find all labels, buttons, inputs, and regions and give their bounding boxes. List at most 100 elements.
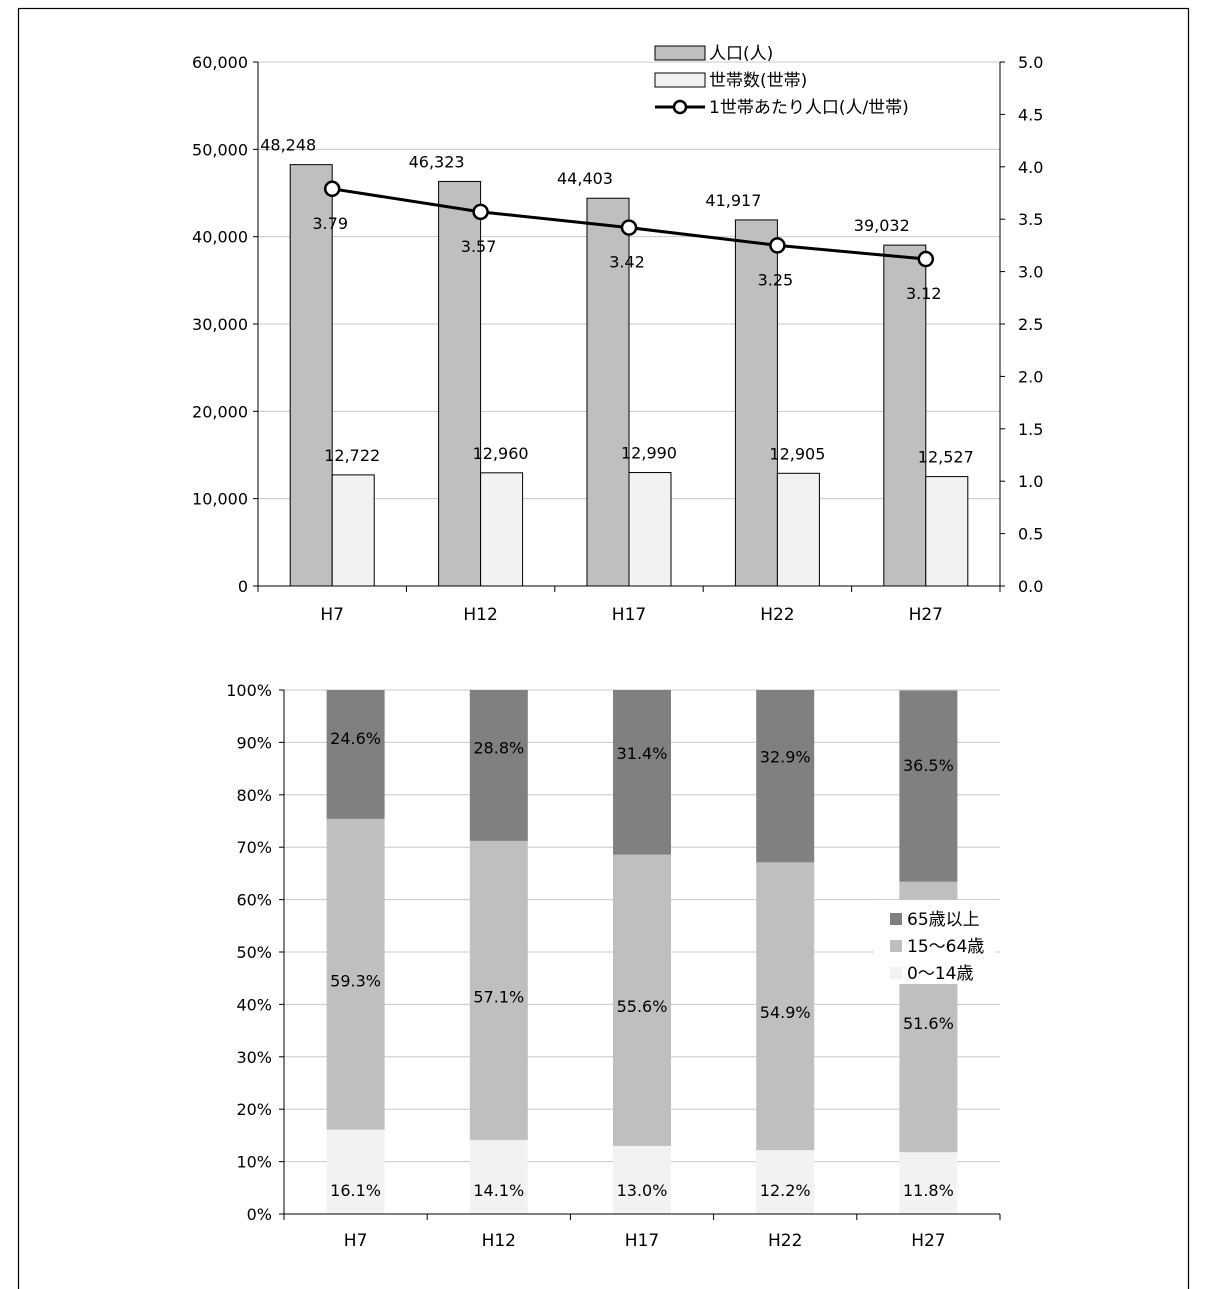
y-axis-tick-label: 20% [236,1100,272,1119]
age-65-plus-data-label: 32.9% [760,747,811,766]
population-data-label: 46,323 [409,152,465,171]
age-composition-chart: 16.1% 59.3% 24.6% 14.1% 57.1% 28.8% 13.0% 55.6%… [226,681,1001,1251]
persons-per-household-point [917,250,935,268]
population-data-label: 44,403 [557,169,613,188]
y-axis-tick-label: 10% [236,1153,272,1172]
age-65-plus-data-label: 31.4% [617,744,668,763]
age-65-plus-segment [899,690,958,882]
x-axis-tick-label: H17 [625,1231,659,1251]
age-0-14-data-label: 16.1% [330,1181,381,1200]
household-bar [925,476,969,587]
age-0-14-segment [469,1140,528,1214]
population-data-label: 48,248 [260,136,316,155]
y-axis-tick-label: 40% [236,995,272,1014]
right-axis-tick-label: 5.0 [1018,53,1043,72]
household-data-label: 12,527 [918,448,974,467]
x-axis-tick-label: H22 [760,605,794,625]
age-65-plus-segment [469,690,528,841]
right-axis-tick-label: 1.5 [1018,420,1043,439]
persons-per-household-point [620,219,638,236]
population-data-label: 39,032 [854,216,910,235]
age-15-64-data-label: 57.1% [473,988,524,1007]
y-axis-tick-label: 30% [236,1048,272,1067]
age-0-14-segment [756,1150,815,1214]
right-axis-tick-label: 3.5 [1018,210,1043,229]
age-0-14-data-label: 12.2% [760,1181,811,1200]
age-65-plus-segment [613,690,671,855]
household-bar [776,472,820,587]
right-axis-tick-label: 2.0 [1018,367,1043,386]
age-0-14-segment [613,1145,671,1214]
age-65-plus-segment [326,690,385,819]
population-bar [289,164,333,587]
household-data-label: 12,722 [324,446,380,465]
y-axis-tick-label: 0% [247,1205,272,1224]
population-bar [586,197,630,587]
right-axis-tick-label: 2.5 [1018,315,1043,334]
persons-per-household-point [323,180,341,198]
legend-age-0-14-label: 0〜14歳 [907,964,973,984]
y-axis-tick-label: 60% [236,891,272,910]
persons-per-household-data-label: 3.57 [461,237,497,256]
age-0-14-segment [326,1129,385,1214]
y-axis-tick-label: 80% [236,786,272,805]
age-0-14-segment [899,1152,958,1214]
x-axis-tick-label: H7 [344,1231,368,1251]
age-0-14-data-label: 11.8% [903,1181,954,1200]
age-15-64-data-label: 55.6% [617,997,668,1016]
x-axis-tick-label: H17 [612,605,646,625]
household-data-label: 12,905 [769,444,825,463]
legend-line-label: 1世帯あたり人口(人/世帯) [709,98,909,118]
persons-per-household-point [769,237,786,254]
age-15-64-segment [756,862,815,1151]
legend-age-0-14-swatch [890,967,902,979]
household-bar [480,472,524,587]
persons-per-household-data-label: 3.42 [609,253,645,272]
legend-age-65-plus-label: 65歳以上 [907,910,980,930]
x-axis-tick-label: H22 [768,1231,802,1251]
age-15-64-data-label: 54.9% [760,1003,811,1022]
persons-per-household-point [472,203,489,221]
age-15-64-segment [613,854,671,1146]
x-axis-tick-label: H12 [482,1231,516,1251]
legend-line-marker [672,99,688,115]
right-axis-tick-label: 0.5 [1018,525,1043,544]
y-axis-tick-label: 100% [226,681,272,700]
left-axis-tick-label: 50,000 [192,140,248,159]
x-axis-tick-label: H27 [911,1231,945,1251]
y-axis-tick-label: 70% [236,838,272,857]
legend-population-label: 人口(人) [709,44,773,64]
persons-per-household-data-label: 3.12 [906,284,942,303]
persons-per-household-data-label: 3.25 [758,270,794,289]
left-axis-tick-label: 20,000 [192,402,248,421]
right-axis-tick-label: 4.0 [1018,158,1043,177]
age-15-64-segment [326,818,385,1130]
legend-household-swatch [654,72,706,88]
persons-per-household-data-label: 3.79 [312,214,348,233]
age-65-plus-segment [756,690,815,863]
legend-household-label: 世帯数(世帯) [709,71,807,91]
x-axis-tick-label: H12 [463,605,497,625]
x-axis-tick-label: H7 [320,605,344,625]
left-axis-tick-label: 30,000 [192,315,248,334]
household-bar [628,472,672,587]
age-15-64-data-label: 59.3% [330,971,381,990]
population-bar [734,219,778,587]
right-axis-tick-label: 1.0 [1018,472,1043,491]
left-axis-tick-label: 60,000 [192,53,248,72]
age-0-14-data-label: 13.0% [617,1181,668,1200]
age-65-plus-data-label: 24.6% [330,729,381,748]
population-households-chart: 0 10,000 20,000 30,000 40,000 50,000 60,000 0.0… [192,44,1043,625]
y-axis-tick-label: 50% [236,943,272,962]
y-axis-tick-label: 90% [236,733,272,752]
age-15-64-data-label: 51.6% [903,1014,954,1033]
household-data-label: 12,990 [621,444,677,463]
population-data-label: 41,917 [705,191,761,210]
population-bar [438,180,482,587]
age-15-64-segment [469,840,528,1141]
household-data-label: 12,960 [473,444,529,463]
legend-population-swatch [654,45,706,61]
population-bar [883,244,927,587]
right-axis-tick-label: 4.5 [1018,105,1043,124]
